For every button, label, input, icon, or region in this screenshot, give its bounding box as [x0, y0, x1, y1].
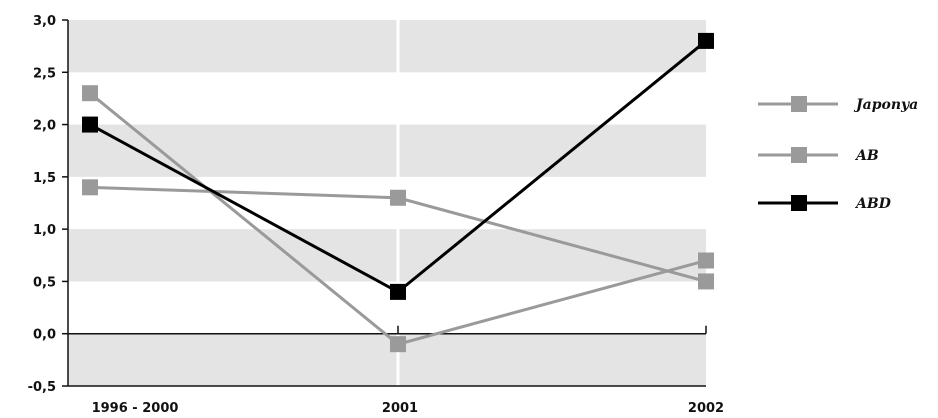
y-tick-label: 0,5 [33, 275, 56, 290]
legend: Japonya AB ABD [758, 96, 918, 212]
legend-label: Japonya [853, 97, 918, 113]
x-tick-label: 2001 [382, 401, 418, 416]
data-point [390, 336, 406, 353]
data-point [390, 283, 406, 300]
legend-swatch-marker [791, 195, 807, 211]
data-point [698, 273, 714, 290]
data-point [82, 179, 98, 196]
y-tick-label: 2,5 [33, 66, 56, 81]
data-point [698, 252, 714, 269]
y-tick-label: -0,5 [28, 380, 56, 395]
data-point [82, 116, 98, 133]
grid-bands [68, 20, 706, 386]
x-tick-label: 2002 [688, 401, 724, 416]
x-axis-tick-labels: 1996 - 2000 2001 2002 [92, 401, 725, 416]
grid-band [68, 333, 706, 386]
y-tick-label: 0,0 [33, 328, 56, 343]
y-tick-label: 2,0 [33, 119, 56, 134]
legend-label: AB [854, 148, 879, 164]
data-point [698, 32, 714, 49]
data-point [82, 85, 98, 102]
data-point [390, 189, 406, 206]
legend-label: ABD [854, 196, 892, 212]
grid-band [68, 20, 706, 73]
grid-band [68, 229, 706, 282]
y-tick-label: 3,0 [33, 14, 56, 29]
x-tick-label: 1996 - 2000 [92, 401, 179, 416]
y-axis-tick-labels: 3,0 2,5 2,0 1,5 1,0 0,5 0,0 -0,5 [28, 14, 56, 395]
y-tick-label: 1,0 [33, 223, 56, 238]
legend-swatch-marker [791, 96, 807, 112]
y-tick-label: 1,5 [33, 171, 56, 186]
series-lines [82, 32, 714, 353]
grid-band [68, 124, 706, 177]
legend-swatch-marker [791, 147, 807, 163]
